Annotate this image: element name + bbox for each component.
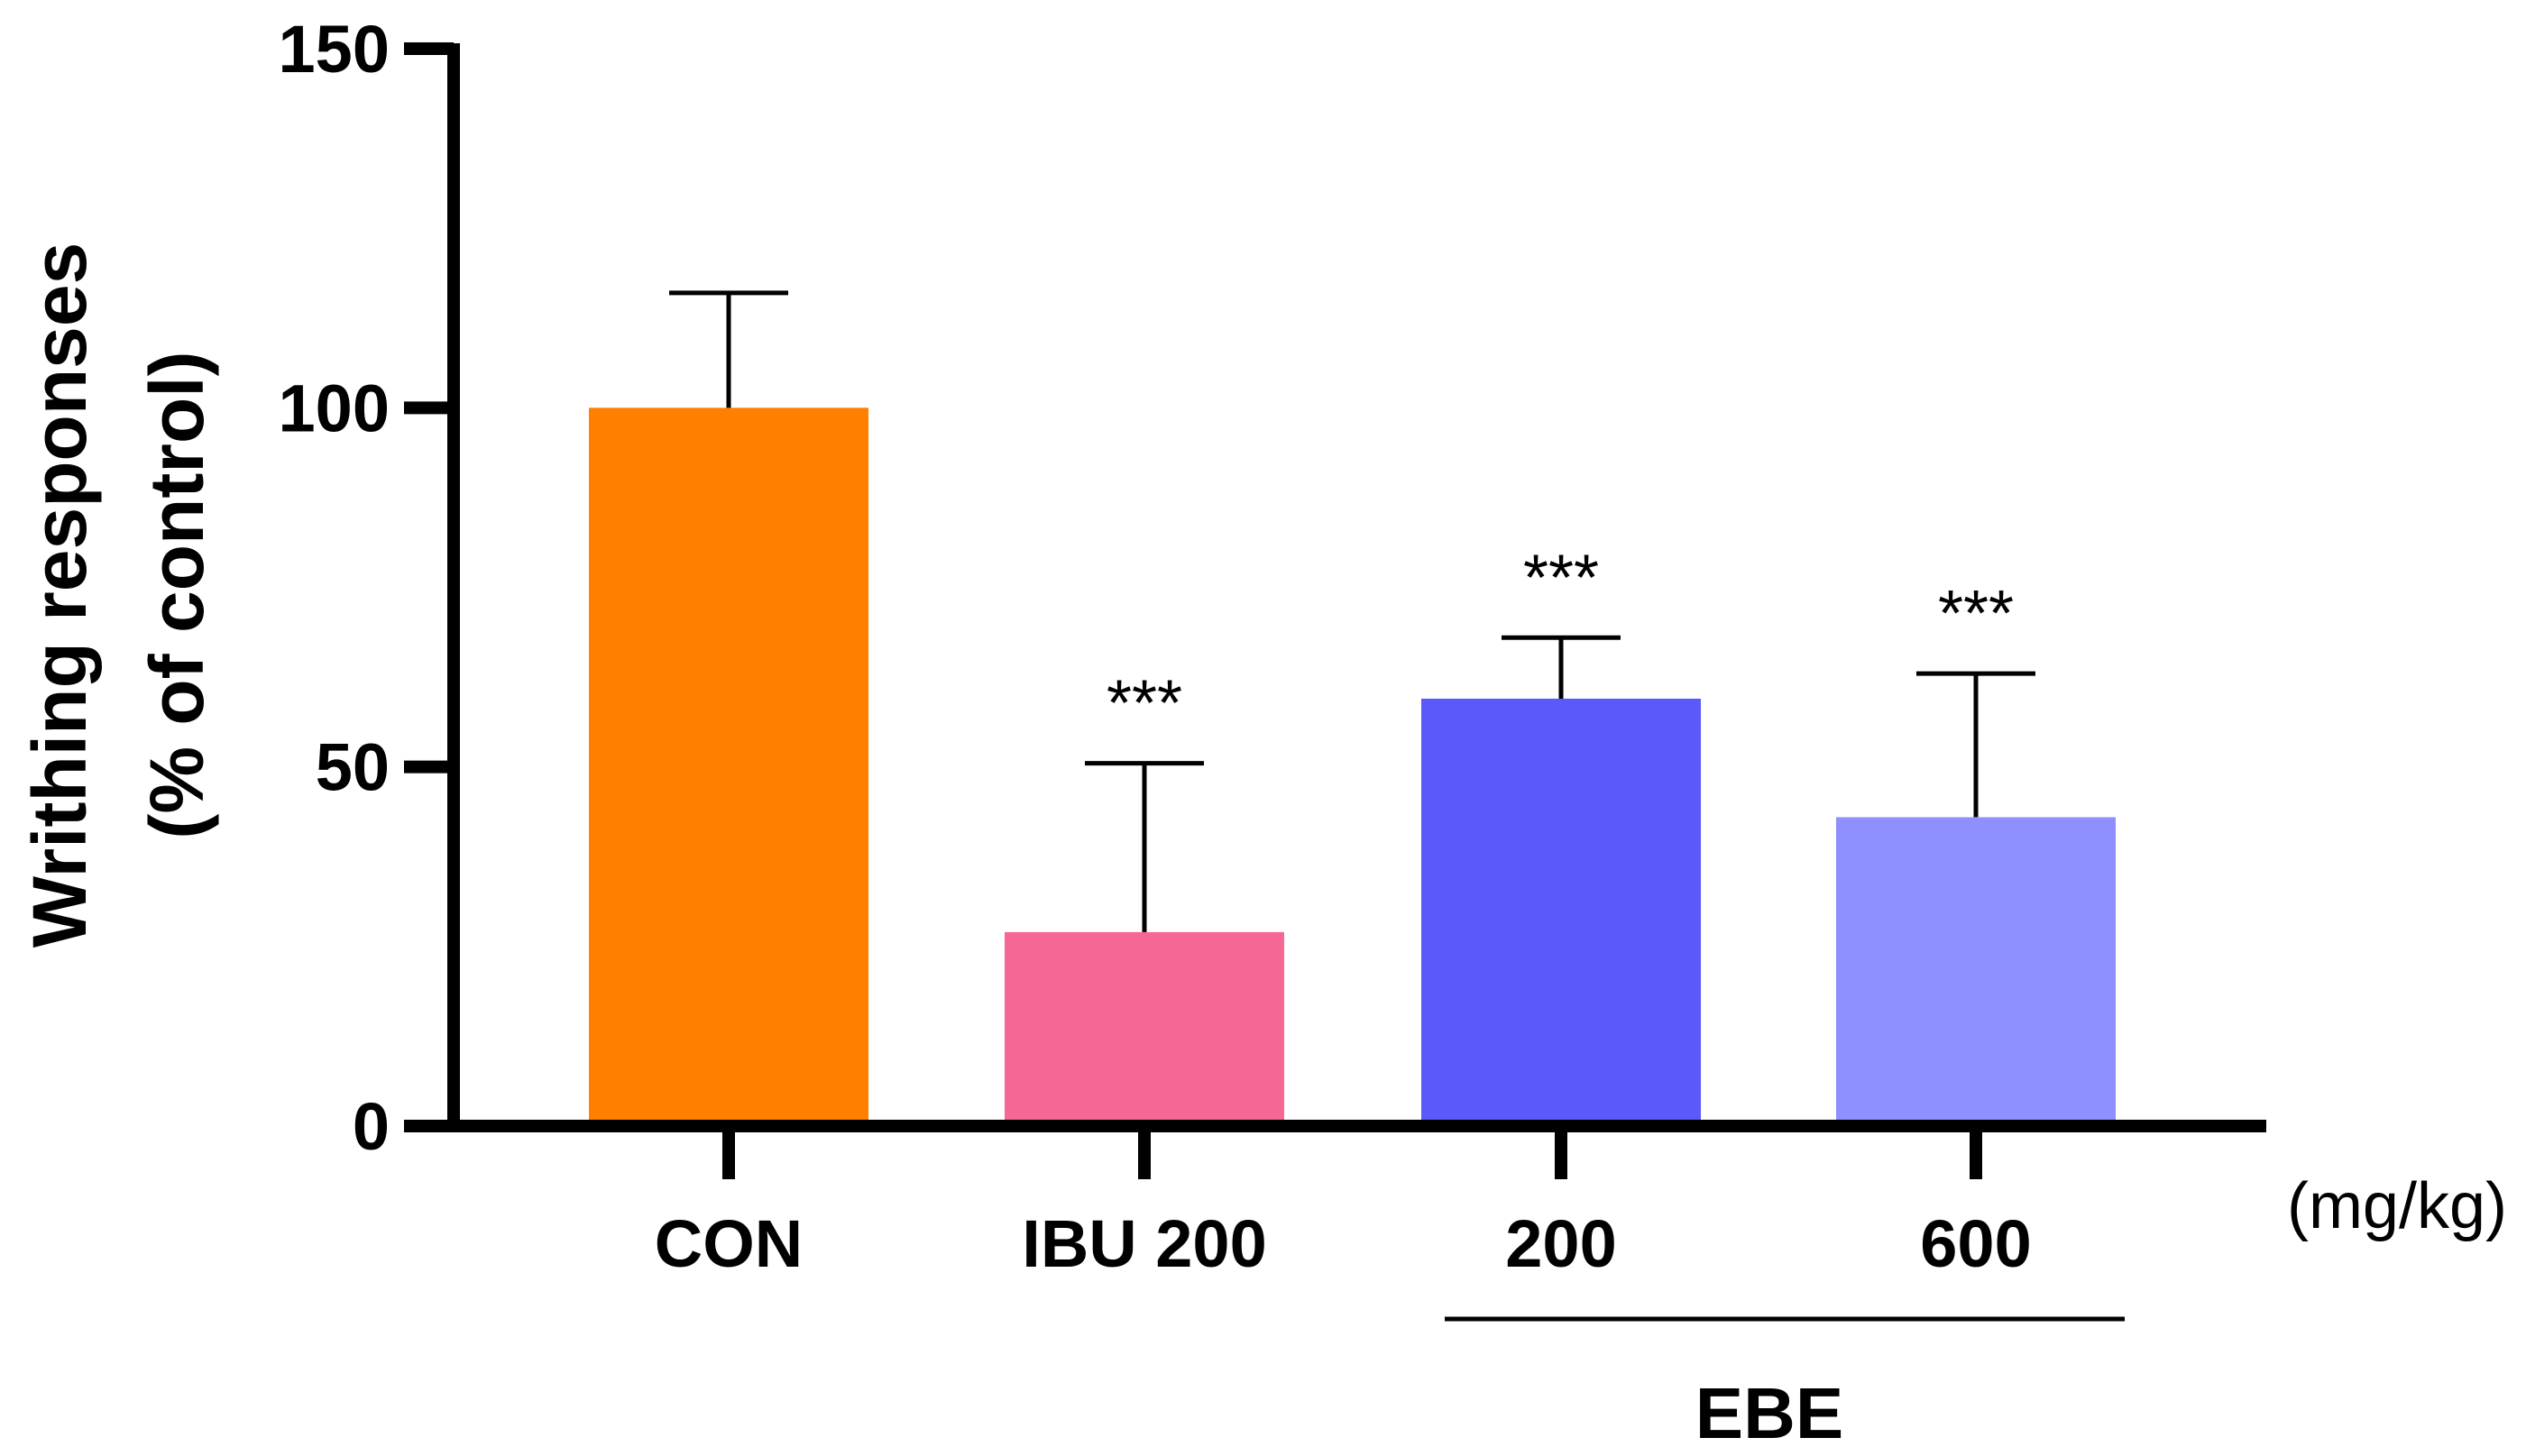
y-tick-label: 0 bbox=[353, 1089, 390, 1164]
error-bars bbox=[669, 290, 2035, 932]
y-axis-ticks: 0 50 100 150 bbox=[279, 12, 454, 1164]
x-category-label: IBU 200 bbox=[1022, 1206, 1266, 1281]
y-axis-title-line2: (% of control) bbox=[134, 351, 219, 838]
bar bbox=[1005, 931, 1284, 1121]
unit-label: (mg/kg) bbox=[2287, 1170, 2507, 1242]
significance-marker: *** bbox=[1107, 668, 1182, 740]
significance-markers: *** *** *** bbox=[1107, 542, 2014, 739]
bar bbox=[1836, 817, 2116, 1121]
significance-marker: *** bbox=[1938, 578, 2014, 650]
bar bbox=[589, 407, 868, 1121]
bars bbox=[589, 407, 2116, 1121]
x-category-label: 600 bbox=[1920, 1206, 2031, 1281]
significance-marker: *** bbox=[1523, 542, 1599, 614]
x-category-label: CON bbox=[655, 1206, 803, 1281]
x-category-label: 200 bbox=[1505, 1206, 1616, 1281]
y-tick-label: 50 bbox=[316, 730, 390, 805]
x-axis-ticks: CON IBU 200 200 600 bbox=[655, 1126, 2032, 1281]
group-label-ebe: EBE bbox=[1695, 1373, 1844, 1453]
y-tick-label: 100 bbox=[279, 371, 390, 445]
y-tick-label: 150 bbox=[279, 12, 390, 87]
y-axis-title-line1: Writhing responses bbox=[17, 243, 102, 948]
bar bbox=[1421, 698, 1701, 1121]
